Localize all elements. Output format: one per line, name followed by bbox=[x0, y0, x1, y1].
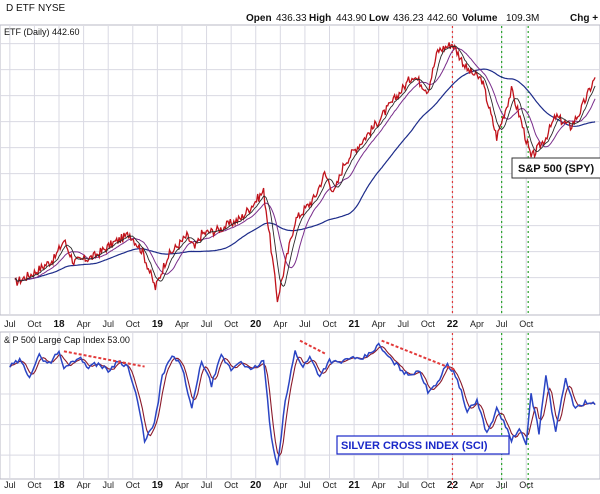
header-high-label: High bbox=[309, 13, 331, 24]
time-axis-tick-label: 18 bbox=[53, 319, 65, 330]
time-axis-bottom-tick-label: Oct bbox=[224, 480, 239, 489]
sci-panel: & P 500 Large Cap Index 53.00 SILVER CRO… bbox=[0, 331, 600, 489]
header-high-value: 443.90 bbox=[336, 13, 367, 24]
header-symbol: D ETF bbox=[6, 3, 35, 14]
time-axis-tick-label: Jul bbox=[496, 319, 508, 329]
time-axis-bottom-tick-label: Jul bbox=[496, 480, 508, 489]
time-axis-tick-label: Apr bbox=[273, 319, 287, 329]
header-open-value: 436.33 bbox=[276, 13, 307, 24]
sci-panel-frame bbox=[0, 331, 600, 480]
time-axis-tick-label: Apr bbox=[77, 319, 91, 329]
header-low-label: Low bbox=[369, 13, 389, 24]
time-axis-bottom-tick-label: Apr bbox=[372, 480, 386, 489]
time-axis-tick-label: Jul bbox=[4, 319, 16, 329]
time-axis-bottom-tick-label: Jul bbox=[201, 480, 213, 489]
time-axis: Jul Oct 18 Apr Jul Oct 19 Apr Jul Oct 20 Apr Jul Oct 2… bbox=[4, 319, 534, 330]
time-axis-tick-label: Oct bbox=[421, 319, 436, 329]
sci-signal-line bbox=[9, 346, 596, 457]
time-axis-tick-label: Jul bbox=[201, 319, 213, 329]
sci-signal-markers bbox=[451, 333, 529, 489]
header-open-label: Open bbox=[246, 13, 272, 24]
time-axis-bottom-tick-label: Oct bbox=[323, 480, 338, 489]
time-axis-tick-label: 22 bbox=[447, 319, 459, 330]
price-panel: ETF (Daily) 442.60 S&P 500 (SPY) bbox=[0, 24, 600, 316]
time-axis-bottom-tick-label: Jul bbox=[299, 480, 311, 489]
time-axis-tick-label: 21 bbox=[349, 319, 361, 330]
header-low-value: 436.23 bbox=[393, 13, 424, 24]
header-volume-value: 109.3M bbox=[506, 13, 539, 24]
time-axis-bottom-tick-label: Apr bbox=[273, 480, 287, 489]
time-axis-tick-label: Oct bbox=[323, 319, 338, 329]
sci-divergence-line bbox=[63, 350, 145, 368]
sci-divergence-lines bbox=[63, 339, 455, 371]
sci-annotation: SILVER CROSS INDEX (SCI) bbox=[336, 435, 510, 455]
time-axis-bottom-tick-label: 21 bbox=[349, 480, 361, 489]
time-axis-tick-label: 20 bbox=[250, 319, 262, 330]
sci-annotation-label: SILVER CROSS INDEX (SCI) bbox=[341, 440, 488, 452]
price-ma-mid bbox=[14, 47, 596, 282]
price-legend: ETF (Daily) 442.60 bbox=[4, 27, 80, 37]
sci-annotation-box bbox=[336, 435, 510, 455]
time-axis-bottom-tick-label: 22 bbox=[447, 480, 459, 489]
time-axis-bottom-tick-label: Apr bbox=[77, 480, 91, 489]
time-axis-bottom-tick-label: Oct bbox=[519, 480, 534, 489]
time-axis-bottom-tick-label: 18 bbox=[53, 480, 65, 489]
time-axis-bottom-tick-label: Apr bbox=[175, 480, 189, 489]
time-axis-tick-label: Oct bbox=[126, 319, 141, 329]
time-axis-bottom-tick-label: Oct bbox=[27, 480, 42, 489]
sci-series bbox=[9, 342, 596, 466]
time-axis-tick-label: 19 bbox=[152, 319, 164, 330]
time-axis-tick-label: Jul bbox=[299, 319, 311, 329]
time-axis-bottom-tick-label: Jul bbox=[102, 480, 114, 489]
sci-line bbox=[9, 342, 596, 466]
sci-divergence-line bbox=[381, 339, 455, 371]
header-change: Chg + bbox=[570, 13, 598, 24]
time-axis-bottom-tick-label: Jul bbox=[398, 480, 410, 489]
sci-grid bbox=[0, 333, 600, 478]
time-axis-bottom-tick-label: Oct bbox=[421, 480, 436, 489]
spy-annotation: S&P 500 (SPY) bbox=[511, 157, 600, 179]
price-ma-short bbox=[14, 45, 596, 287]
time-axis-tick-label: Oct bbox=[519, 319, 534, 329]
price-line bbox=[14, 42, 596, 303]
header-volume-label: Volume bbox=[462, 13, 498, 24]
spy-annotation-box bbox=[511, 157, 600, 179]
price-series bbox=[14, 42, 596, 303]
time-axis-bottom-tick-label: 19 bbox=[152, 480, 164, 489]
time-axis-tick-label: Oct bbox=[27, 319, 42, 329]
time-axis-tick-label: Apr bbox=[175, 319, 189, 329]
time-axis-bottom: Jul Oct 18 Apr Jul Oct 19 Apr Jul Oct 20 Apr Jul Oct 2… bbox=[4, 480, 534, 491]
time-axis-tick-label: Jul bbox=[398, 319, 410, 329]
time-axis-tick-label: Oct bbox=[224, 319, 239, 329]
sci-legend: & P 500 Large Cap Index 53.00 bbox=[4, 335, 130, 345]
header-exchange: NYSE bbox=[38, 3, 66, 14]
time-axis-tick-label: Apr bbox=[372, 319, 386, 329]
time-axis-tick-label: Apr bbox=[470, 319, 484, 329]
time-axis-bottom-tick-label: Oct bbox=[126, 480, 141, 489]
price-signal-markers bbox=[451, 26, 529, 314]
spy-annotation-label: S&P 500 (SPY) bbox=[518, 163, 595, 175]
price-panel-frame bbox=[0, 24, 600, 316]
time-axis-bottom-tick-label: 20 bbox=[250, 480, 262, 489]
time-axis-bottom-tick-label: Apr bbox=[470, 480, 484, 489]
time-axis-bottom-tick-label: Jul bbox=[4, 480, 16, 489]
header-close-value: 442.60 bbox=[427, 13, 458, 24]
time-axis-tick-label: Jul bbox=[102, 319, 114, 329]
